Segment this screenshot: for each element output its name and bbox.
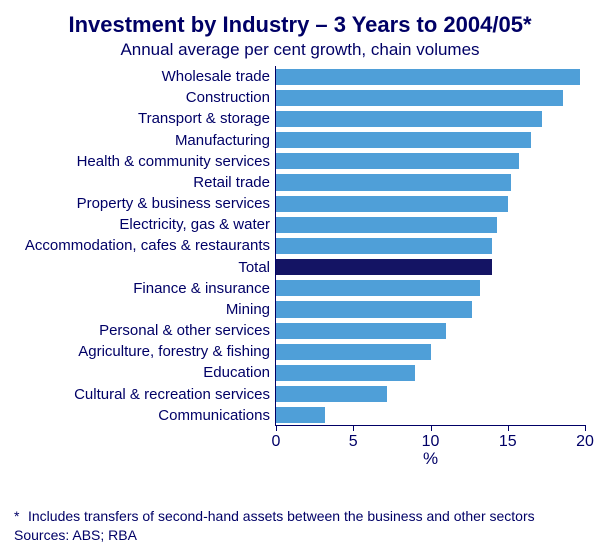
bar-row: Accommodation, cafes & restaurants [10, 235, 590, 256]
category-label: Transport & storage [10, 108, 270, 129]
category-label: Health & community services [10, 151, 270, 172]
x-tick-label: 0 [272, 433, 281, 451]
x-axis-label: % [423, 449, 438, 469]
bar [276, 132, 531, 148]
bar [276, 280, 480, 296]
category-label: Accommodation, cafes & restaurants [10, 235, 270, 256]
bar [276, 153, 519, 169]
bar-row: Communications [10, 405, 590, 426]
chart-subtitle: Annual average per cent growth, chain vo… [10, 40, 590, 60]
bar-row: Transport & storage [10, 108, 590, 129]
bar-row: Total [10, 257, 590, 278]
bar-row: Education [10, 362, 590, 383]
category-label: Finance & insurance [10, 278, 270, 299]
bar-row: Agriculture, forestry & fishing [10, 341, 590, 362]
bar-row: Finance & insurance [10, 278, 590, 299]
bar [276, 386, 387, 402]
bar [276, 217, 497, 233]
category-label: Total [10, 257, 270, 278]
footnote-text: Includes transfers of second-hand assets… [28, 508, 535, 524]
footnote-marker: * [14, 508, 28, 526]
sources-line: Sources: ABS; RBA [10, 527, 590, 543]
bar [276, 174, 511, 190]
category-label: Agriculture, forestry & fishing [10, 341, 270, 362]
chart-area: % 05101520 Wholesale tradeConstructionTr… [10, 66, 590, 456]
bar [276, 90, 563, 106]
bar [276, 238, 492, 254]
category-label: Communications [10, 405, 270, 426]
bar-row: Electricity, gas & water [10, 214, 590, 235]
x-tick-label: 15 [499, 433, 517, 451]
category-label: Retail trade [10, 172, 270, 193]
bar-row: Manufacturing [10, 130, 590, 151]
bar [276, 301, 472, 317]
bar-row: Property & business services [10, 193, 590, 214]
bar [276, 407, 325, 423]
category-label: Mining [10, 299, 270, 320]
chart-container: Investment by Industry – 3 Years to 2004… [0, 0, 600, 549]
chart-title: Investment by Industry – 3 Years to 2004… [10, 12, 590, 38]
x-tick-label: 10 [422, 433, 440, 451]
category-label: Construction [10, 87, 270, 108]
category-label: Wholesale trade [10, 66, 270, 87]
bar-row: Construction [10, 87, 590, 108]
bar-row: Retail trade [10, 172, 590, 193]
category-label: Electricity, gas & water [10, 214, 270, 235]
category-label: Property & business services [10, 193, 270, 214]
x-tick-label: 20 [576, 433, 594, 451]
bar [276, 365, 415, 381]
bar-row: Mining [10, 299, 590, 320]
category-label: Education [10, 362, 270, 383]
x-tick-label: 5 [349, 433, 358, 451]
bar [276, 196, 508, 212]
bar-row: Health & community services [10, 151, 590, 172]
bar-row: Wholesale trade [10, 66, 590, 87]
bar-row: Cultural & recreation services [10, 384, 590, 405]
bar-highlight [276, 259, 492, 275]
category-label: Personal & other services [10, 320, 270, 341]
bar-row: Personal & other services [10, 320, 590, 341]
bar [276, 111, 542, 127]
bar [276, 69, 580, 85]
bar [276, 323, 446, 339]
category-label: Manufacturing [10, 130, 270, 151]
bar [276, 344, 431, 360]
category-label: Cultural & recreation services [10, 384, 270, 405]
footnote: *Includes transfers of second-hand asset… [10, 508, 590, 526]
